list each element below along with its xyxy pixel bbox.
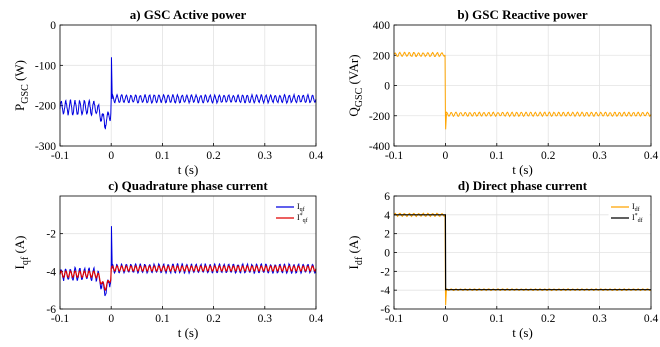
series-line-2: [59, 265, 317, 291]
x-tick-label: 0: [443, 313, 449, 325]
legend-label: Idf: [632, 202, 640, 213]
x-tick-label: 0.1: [490, 313, 505, 325]
x-tick-label: 0.4: [309, 150, 324, 162]
y-tick-label: -200: [35, 101, 56, 113]
y-axis-label: PGSC (W): [12, 60, 31, 111]
x-axis-label: t (s): [512, 325, 533, 340]
x-tick-label: 0.4: [309, 313, 324, 325]
y-tick-label: -400: [369, 141, 390, 153]
x-tick-label: 0.3: [592, 313, 607, 325]
x-tick-label: 0.4: [644, 150, 659, 162]
chart-title: d) Direct phase current: [458, 178, 588, 193]
x-tick-label: 0: [443, 150, 449, 162]
y-tick-label: 0: [384, 248, 390, 260]
legend-label: I*qf: [297, 213, 308, 224]
x-tick-label: -0.1: [51, 150, 69, 162]
x-tick-label: -0.1: [385, 150, 403, 162]
y-tick-label: -200: [369, 111, 390, 123]
x-tick-label: 0.1: [155, 313, 170, 325]
x-tick-label: 0.2: [541, 150, 556, 162]
x-tick-label: -0.1: [51, 313, 69, 325]
y-tick-label: -4: [46, 266, 56, 278]
y-axis-label: Iqf (A): [12, 236, 31, 270]
x-tick-label: 0.4: [644, 313, 659, 325]
x-tick-label: 0.3: [592, 150, 607, 162]
x-tick-label: 0.3: [258, 313, 273, 325]
x-axis-label: t (s): [512, 162, 533, 177]
axes-frame: [393, 195, 652, 310]
x-tick-label: 0.2: [206, 150, 221, 162]
axes-frame: [393, 24, 652, 147]
legend-label: Iqf: [297, 202, 305, 213]
legend-box: [273, 198, 315, 226]
y-tick-label: -2: [380, 266, 390, 278]
y-tick-label: 6: [384, 191, 390, 203]
y-axis-label: QGSC (VAr): [346, 54, 365, 116]
y-tick-label: 0: [50, 20, 56, 32]
series-line-2: [394, 214, 651, 291]
series-line-1: [59, 57, 317, 130]
x-tick-label: -0.1: [385, 313, 403, 325]
chart-title: a) GSC Active power: [130, 7, 247, 22]
chart-panel-4: -0.1 0 0.1 0.2 0.3 0.4 -6 -4 -2 0 2 4 6 d) Direct pha…: [346, 178, 658, 340]
y-tick-label: 0: [384, 81, 390, 93]
y-tick-label: -100: [35, 60, 56, 72]
chart-title: b) GSC Reactive power: [457, 7, 588, 22]
y-axis-label: Idf (A): [346, 236, 365, 270]
x-tick-label: 0: [108, 313, 114, 325]
y-tick-label: 2: [384, 229, 390, 241]
chart-panel-3: -0.1 0 0.1 0.2 0.3 0.4 -6 -4 -2 c) Quadrature pha…: [12, 178, 323, 340]
chart-panel-1: -0.1 0 0.1 0.2 0.3 0.4 -300 -200 -100 0 a) GSC Act…: [12, 7, 323, 177]
axes-frame: [59, 195, 317, 310]
y-tick-label: -2: [46, 229, 56, 241]
x-axis-label: t (s): [178, 325, 199, 340]
x-tick-label: 0.3: [258, 150, 273, 162]
plot-area: [60, 196, 316, 309]
x-tick-label: 0.1: [155, 150, 170, 162]
series-line-1: [393, 51, 652, 130]
y-tick-label: -6: [46, 304, 56, 316]
x-tick-label: 0.1: [490, 150, 505, 162]
legend-label: I*df: [632, 213, 643, 224]
chart-panel-2: -0.1 0 0.1 0.2 0.3 0.4 -400 -200 0 200 400 b) GSC R…: [346, 7, 658, 177]
x-tick-label: 0: [108, 150, 114, 162]
x-tick-label: 0.2: [541, 313, 556, 325]
chart-title: c) Quadrature phase current: [108, 178, 268, 193]
y-tick-label: -300: [35, 141, 56, 153]
y-tick-label: -4: [380, 285, 390, 297]
y-tick-label: 4: [384, 210, 390, 222]
axes-frame: [59, 24, 317, 147]
x-axis-label: t (s): [178, 162, 199, 177]
x-tick-label: 0.2: [206, 313, 221, 325]
y-tick-label: -6: [380, 304, 390, 316]
legend-box: [608, 198, 650, 226]
plot-area: [60, 25, 316, 146]
y-tick-label: 400: [373, 20, 391, 32]
y-tick-label: 200: [373, 50, 391, 62]
